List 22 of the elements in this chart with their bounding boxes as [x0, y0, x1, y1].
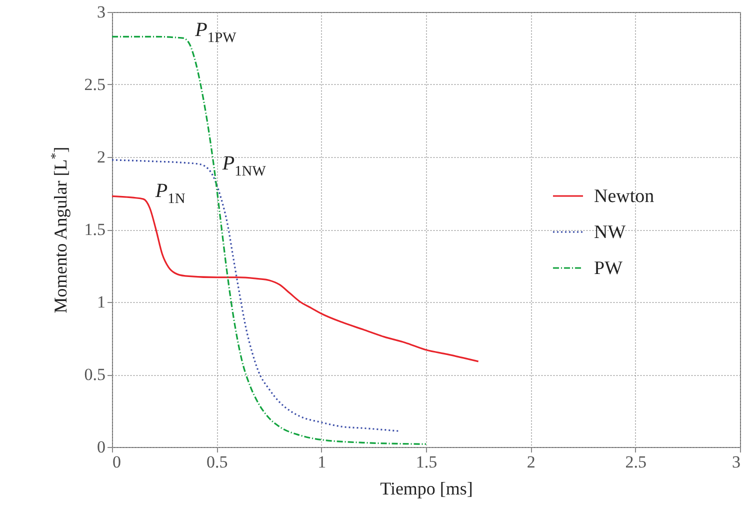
x-tick-label: 2.5	[625, 452, 646, 472]
y-tick-label: 1.5	[84, 220, 106, 239]
y-tick-label: 3	[97, 2, 106, 22]
y-tick-label: 1	[97, 292, 106, 312]
legend-label: PW	[594, 258, 623, 279]
x-tick-label: 0	[112, 452, 121, 472]
x-axis-title: Tiempo [ms]	[380, 478, 473, 498]
annotation: P$_{1PW}$	[194, 19, 237, 46]
y-tick-label: 2	[97, 148, 106, 166]
line-series	[111, 195, 480, 362]
y-tick-label: 0.5	[84, 365, 106, 384]
legend-label: NW	[594, 222, 626, 243]
x-tick-label: 0.5	[206, 452, 228, 472]
annotation: P$_{1NW}$	[221, 152, 266, 180]
legend-label: Newton	[594, 186, 655, 207]
y-tick-label: 2.5	[84, 75, 106, 94]
y-tick-label: 0	[97, 438, 106, 456]
annotation: P$_{1N}$	[154, 180, 186, 208]
x-tick-label: 2	[526, 452, 536, 472]
x-tick-label: 1.5	[416, 452, 438, 472]
x-tick-label: 3	[732, 452, 740, 472]
x-tick-label: 1	[318, 452, 326, 472]
